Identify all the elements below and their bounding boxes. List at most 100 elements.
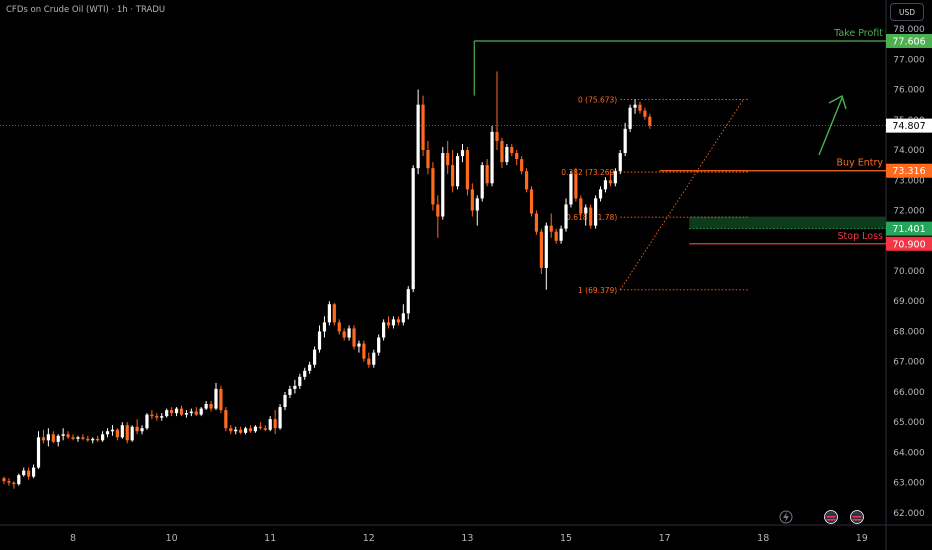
candle-body [470,189,474,211]
up-arrow-head [828,94,847,110]
entry-zone [689,216,886,229]
candle-body [135,426,139,432]
candle-body [71,437,75,439]
candle-body [56,435,60,442]
candle-body [446,153,450,166]
candle-body [145,414,149,429]
candle-body [554,231,558,241]
candle-body [633,104,637,108]
candle-body [91,438,95,441]
fib-level-label: 1 (69.379) [578,286,617,295]
candle-body [584,207,588,214]
y-tick-label: 65.000 [893,418,925,428]
candle-body [618,153,622,172]
level-label: Take Profit [833,28,883,39]
price-tag-label: 71.401 [892,224,925,235]
candle-body [140,428,144,432]
candle-body [539,231,543,268]
candle-body [396,319,400,323]
candle-body [367,358,371,365]
candle-body [204,404,208,409]
candle-body [214,388,218,409]
candle-body [248,428,253,432]
y-tick-label: 64.000 [893,448,925,458]
price-tag-bg [886,236,932,251]
candle-body [160,416,164,418]
candle-body [253,426,258,432]
y-tick-label: 73.000 [893,176,925,186]
candle-body [155,416,159,418]
candle-body [224,410,228,429]
candle-body [303,370,307,377]
y-tick-label: 77.000 [893,55,925,65]
x-tick-label: 11 [264,533,276,544]
candle-body [337,322,341,332]
x-tick-label: 15 [560,533,572,544]
candle-body [391,319,396,326]
y-tick-label: 69.000 [893,297,925,307]
candle-body [165,410,169,417]
price-tag-label: 73.316 [892,166,925,177]
fib-trendline [619,99,744,291]
candle-body [534,213,539,232]
lightning-icon-glyph [783,512,789,522]
candle-body [441,153,445,217]
y-tick-label: 62.000 [893,509,925,519]
chart-title: CFDs on Crude Oil (WTI) · 1h · TRADU [6,5,166,15]
last-price-tag [886,118,932,133]
price-tag-bg [886,33,932,48]
candle-body [362,343,366,359]
candle-body [36,437,41,468]
candle-body [451,165,455,187]
level-label: Buy Entry [837,158,884,169]
candle-body [239,429,243,433]
candle-body [342,331,346,338]
candle-body [485,165,489,184]
level-label: Stop Loss [838,231,884,242]
candle-body [17,475,21,485]
y-tick-label: 72.000 [893,207,925,217]
y-tick-label: 68.000 [893,327,925,337]
candle-body [101,434,105,441]
candle-body [347,328,351,338]
y-tick-label: 67.000 [893,358,925,368]
currency-button[interactable]: USD [890,3,924,21]
candle-body [574,174,578,199]
lightning-icon [779,510,793,524]
candle-body [283,394,287,408]
candle-body [357,343,361,347]
candle-body [544,225,548,268]
candle-body [27,470,31,477]
candle-body [460,150,465,157]
candle-body [81,437,85,439]
candle-body [86,438,90,441]
candle-body [500,140,504,163]
candle-body [515,153,519,160]
candle-body [125,425,129,441]
candle-body [524,171,529,190]
candle-body [110,429,115,432]
candle-body [229,428,233,432]
candle-body [288,388,292,395]
candle-body [386,322,391,326]
candle-body [189,411,193,414]
candle-body [465,150,470,190]
candle-body [219,388,223,411]
y-tick-label: 70.000 [893,267,925,277]
candle-body [529,189,534,214]
x-tick-label: 8 [70,533,76,544]
candle-body [61,434,65,436]
candle-body [7,481,11,483]
candle-body [46,434,50,441]
y-tick-label: 66.000 [893,388,925,398]
candle-body [317,331,322,350]
candle-body [352,328,356,347]
candle-body [643,110,647,117]
candle-body [293,385,297,389]
candle-body [564,204,568,229]
candle-body [263,428,267,430]
candle-body [268,419,272,430]
candle-body [455,156,460,187]
candle-body [327,304,331,323]
